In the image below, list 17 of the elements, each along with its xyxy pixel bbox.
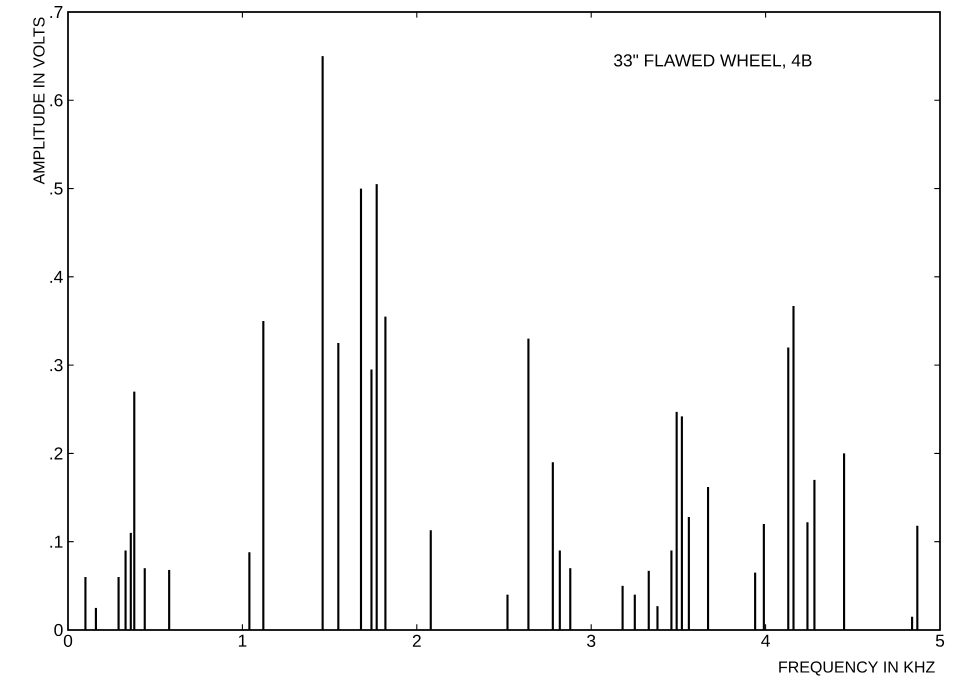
y-tick-label: .2 (50, 447, 62, 460)
y-tick-label: .4 (50, 270, 63, 283)
x-tick-label: 3 (587, 634, 596, 647)
y-axis-title: AMPLITUDE IN VOLTS (33, 17, 45, 184)
x-tick-label: 4 (761, 634, 770, 647)
y-tick-label: .6 (50, 94, 63, 106)
x-tick-label: 5 (936, 634, 944, 647)
x-tick-label: 0 (64, 634, 72, 647)
y-tick-label: .3 (50, 358, 63, 372)
x-tick-label: 2 (412, 634, 421, 647)
y-tick-label: .7 (50, 6, 62, 18)
y-tick-label: 0 (54, 624, 63, 636)
annotation: 33" FLAWED WHEEL, 4B (614, 54, 812, 69)
y-tick-label: .5 (50, 182, 63, 195)
x-tick-label: 1 (238, 634, 246, 647)
x-axis-title: FREQUENCY IN KHZ (779, 661, 935, 676)
y-tick-label: .1 (50, 536, 62, 548)
